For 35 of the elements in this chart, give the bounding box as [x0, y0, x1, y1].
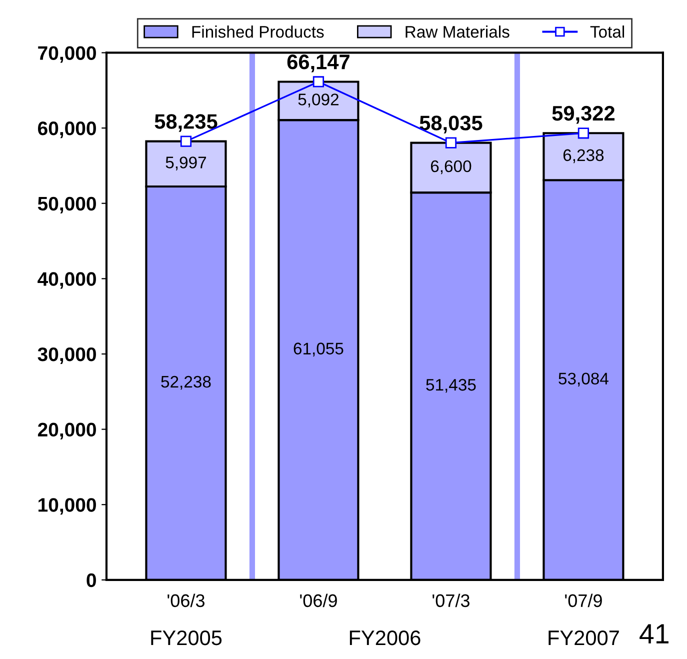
legend-label: Finished Products: [192, 26, 324, 38]
x-tick-label: '06/3: [168, 594, 204, 608]
data-label: 52,238: [161, 376, 211, 390]
y-tick-label: 40,000: [38, 272, 96, 289]
total-label: 58,035: [420, 116, 482, 134]
total-label: 66,147: [287, 54, 350, 72]
y-tick-label: 70,000: [38, 46, 96, 63]
y-tick-label: 10,000: [38, 498, 96, 515]
x-tick-label: '07/3: [432, 594, 470, 608]
data-label: 5,092: [298, 94, 338, 108]
total-label: 58,235: [154, 114, 218, 132]
point: [445, 137, 457, 148]
data-label: 6,238: [563, 149, 604, 164]
text: FY2005: [151, 630, 222, 646]
y-tick-label: 0: [86, 573, 96, 588]
data-label: 61,055: [294, 342, 344, 356]
text: FY2007: [548, 630, 619, 646]
total-label: 59,322: [552, 106, 614, 124]
point: [180, 136, 192, 147]
x-tick-label: '07/9: [565, 594, 602, 608]
y-tick-label: 60,000: [38, 122, 96, 138]
point: [312, 76, 324, 88]
y-tick-label: 30,000: [38, 347, 96, 364]
data-label: 51,435: [426, 378, 476, 393]
legend-label: Total: [590, 26, 624, 38]
data-label: 6,600: [430, 160, 472, 174]
data-label: 5,997: [166, 156, 206, 170]
x-tick-label: '06/9: [300, 594, 337, 608]
text: 41: [640, 624, 668, 644]
legend-label: Raw Materials: [406, 26, 510, 38]
text: FY2006: [350, 630, 420, 646]
data-label: 53,084: [558, 372, 608, 386]
point: [578, 128, 590, 139]
y-tick-label: 20,000: [38, 422, 96, 440]
y-tick-label: 50,000: [38, 196, 96, 214]
